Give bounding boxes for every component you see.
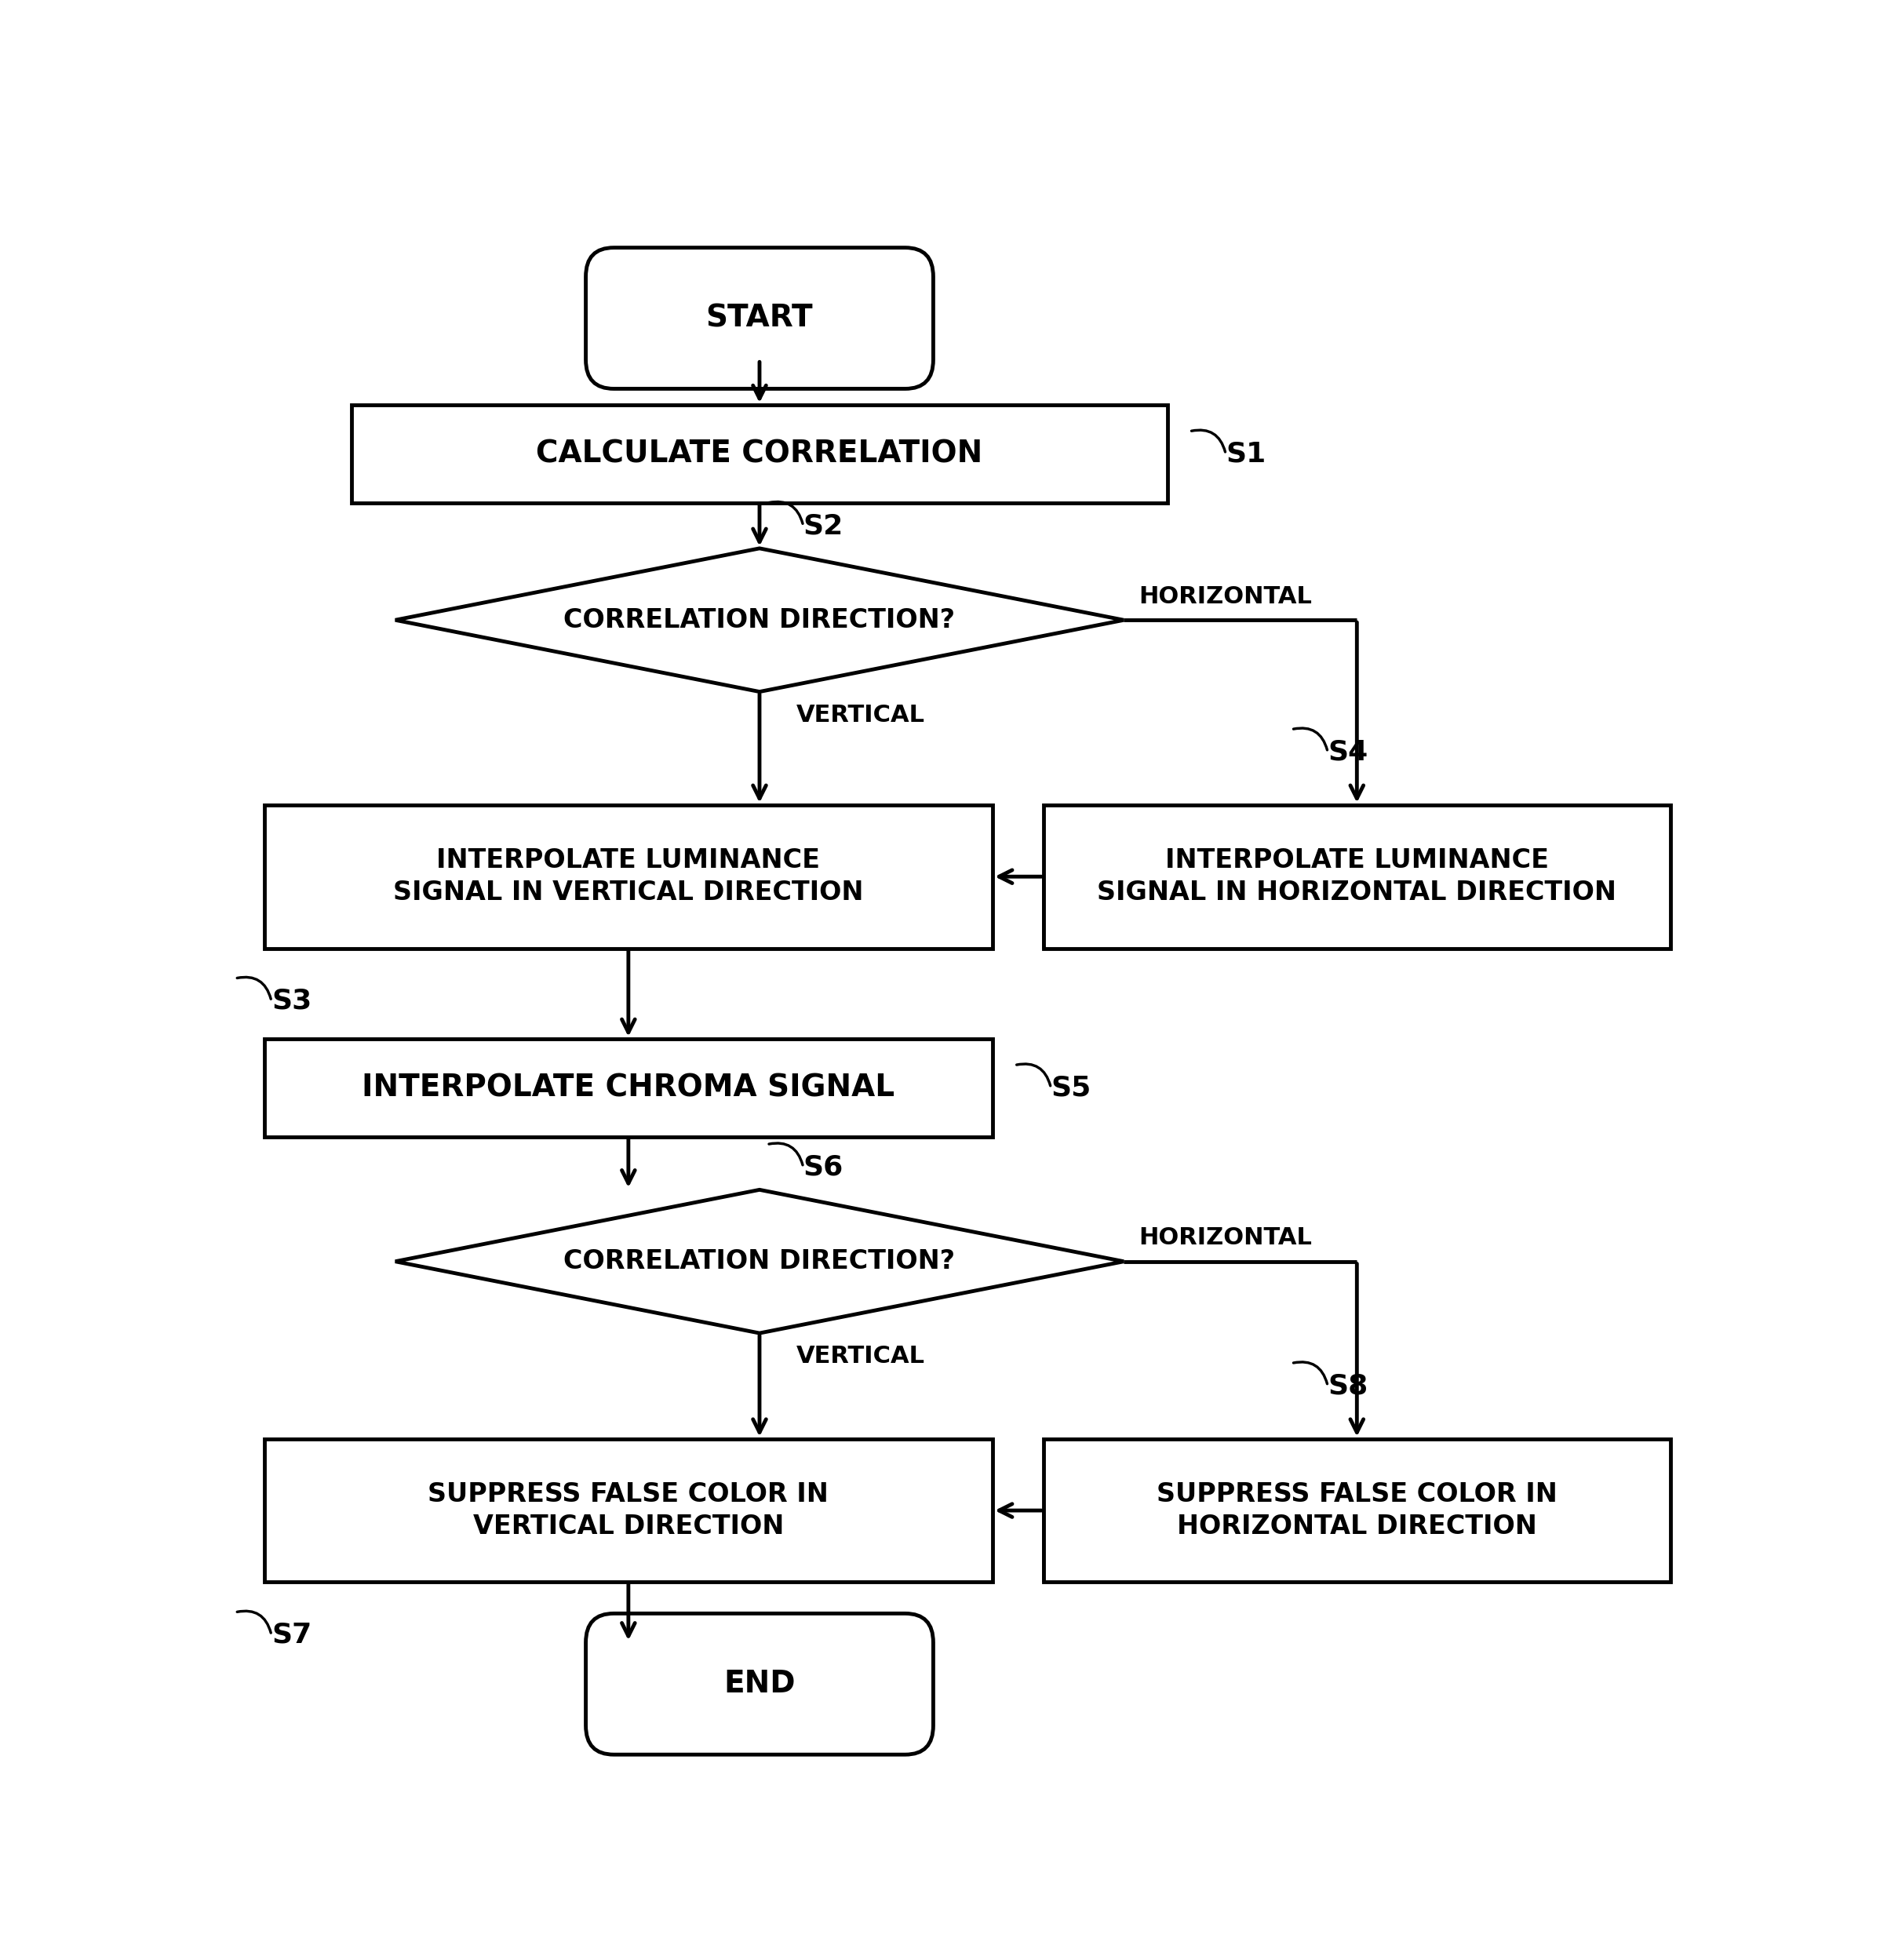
Text: S8: S8 — [1327, 1372, 1369, 1399]
Text: S5: S5 — [1051, 1074, 1090, 1102]
Text: S1: S1 — [1226, 441, 1265, 466]
Polygon shape — [395, 1190, 1124, 1333]
Text: INTERPOLATE CHROMA SIGNAL: INTERPOLATE CHROMA SIGNAL — [363, 1072, 895, 1103]
Text: INTERPOLATE LUMINANCE
SIGNAL IN VERTICAL DIRECTION: INTERPOLATE LUMINANCE SIGNAL IN VERTICAL… — [393, 847, 863, 906]
Text: S7: S7 — [271, 1621, 312, 1648]
Text: INTERPOLATE LUMINANCE
SIGNAL IN HORIZONTAL DIRECTION: INTERPOLATE LUMINANCE SIGNAL IN HORIZONT… — [1098, 847, 1617, 906]
Bar — [263, 806, 993, 949]
Text: CORRELATION DIRECTION?: CORRELATION DIRECTION? — [564, 1249, 955, 1274]
Text: VERTICAL: VERTICAL — [795, 704, 925, 727]
Text: HORIZONTAL: HORIZONTAL — [1139, 1227, 1312, 1249]
Text: SUPPRESS FALSE COLOR IN
VERTICAL DIRECTION: SUPPRESS FALSE COLOR IN VERTICAL DIRECTI… — [429, 1482, 829, 1539]
Text: END: END — [724, 1670, 795, 1699]
Text: S2: S2 — [803, 512, 844, 539]
Text: START: START — [705, 304, 814, 333]
Bar — [263, 1439, 993, 1582]
Bar — [1043, 806, 1669, 949]
Text: S3: S3 — [271, 988, 312, 1015]
Bar — [1043, 1439, 1669, 1582]
Text: CORRELATION DIRECTION?: CORRELATION DIRECTION? — [564, 608, 955, 633]
Text: VERTICAL: VERTICAL — [795, 1345, 925, 1368]
Text: SUPPRESS FALSE COLOR IN
HORIZONTAL DIRECTION: SUPPRESS FALSE COLOR IN HORIZONTAL DIREC… — [1156, 1482, 1557, 1539]
FancyBboxPatch shape — [587, 1613, 932, 1754]
Text: S4: S4 — [1327, 739, 1369, 766]
Text: CALCULATE CORRELATION: CALCULATE CORRELATION — [536, 439, 983, 468]
FancyBboxPatch shape — [587, 247, 932, 388]
Text: HORIZONTAL: HORIZONTAL — [1139, 586, 1312, 608]
Bar — [352, 406, 1167, 504]
Text: S6: S6 — [803, 1154, 844, 1180]
Bar — [263, 1039, 993, 1137]
Polygon shape — [395, 549, 1124, 692]
